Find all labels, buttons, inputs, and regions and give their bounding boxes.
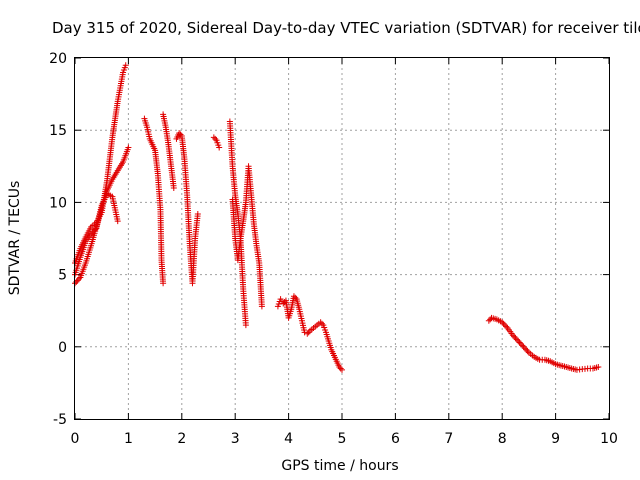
grid-lines [75, 58, 609, 419]
data-point [122, 62, 129, 69]
data-point [523, 346, 530, 353]
data-point [337, 365, 344, 372]
data-point [160, 280, 167, 287]
data-point [516, 339, 523, 346]
data-points [72, 62, 602, 373]
data-point [125, 144, 132, 151]
x-tick-label: 9 [551, 431, 560, 447]
data-point [485, 317, 492, 324]
x-tick-label: 3 [231, 431, 240, 447]
data-point [499, 319, 506, 326]
data-point [305, 329, 312, 336]
data-point [513, 336, 520, 343]
series-arc-7 [274, 293, 345, 373]
series-arc-1 [141, 115, 167, 287]
data-point [339, 366, 345, 373]
data-point [317, 319, 324, 326]
y-tick-label: -5 [53, 412, 67, 428]
x-tick-label: 4 [284, 431, 293, 447]
data-point [90, 228, 97, 235]
y-tick-label: 20 [49, 51, 67, 67]
y-axis-label: SDTVAR / TECUs [7, 181, 23, 296]
data-point [76, 275, 83, 282]
series-arc-4 [210, 134, 223, 151]
data-point [280, 300, 287, 307]
data-point [503, 323, 510, 330]
data-point [170, 184, 177, 191]
x-tick-label: 5 [338, 431, 347, 447]
data-point [318, 320, 325, 327]
data-point [290, 293, 297, 300]
series-rise-c [72, 190, 121, 278]
data-point [509, 332, 516, 339]
data-point [500, 320, 507, 327]
data-point [114, 218, 121, 225]
data-point [515, 338, 522, 345]
x-axis-label: GPS time / hours [281, 458, 398, 474]
chart-title: Day 315 of 2020, Sidereal Day-to-day VTE… [52, 19, 640, 37]
x-tick-label: 0 [71, 431, 80, 447]
y-tick-label: 5 [58, 268, 67, 284]
data-point [194, 210, 201, 217]
series-rise-b [72, 144, 132, 287]
y-tick-label: 15 [49, 123, 67, 139]
series-tail [485, 314, 602, 373]
x-tick-label: 2 [177, 431, 186, 447]
data-point [517, 340, 524, 347]
data-point [304, 330, 311, 337]
series-arc-6 [229, 163, 265, 310]
plot-frame [74, 57, 610, 420]
data-point [521, 345, 528, 352]
series-arc-5 [226, 118, 249, 329]
x-tick-label: 10 [600, 431, 618, 447]
x-tick-label: 7 [444, 431, 453, 447]
data-point [176, 130, 183, 137]
data-point [92, 226, 99, 233]
data-point [501, 322, 508, 329]
data-point [336, 364, 343, 371]
data-point [210, 134, 217, 141]
data-point [74, 277, 81, 284]
x-tick-label: 1 [124, 431, 133, 447]
x-tick-label: 8 [498, 431, 507, 447]
series-arc-3 [173, 130, 201, 287]
data-point [511, 333, 518, 340]
data-point [177, 131, 184, 138]
data-point [89, 229, 96, 236]
data-point [258, 303, 265, 310]
data-point [595, 364, 602, 371]
data-point [242, 322, 249, 329]
y-tick-label: 10 [49, 195, 67, 211]
series-arc-2 [160, 111, 177, 191]
data-point [520, 343, 527, 350]
data-point [292, 294, 299, 301]
data-point [524, 348, 531, 355]
x-tick-label: 6 [391, 431, 400, 447]
data-point [512, 335, 519, 342]
data-point [212, 135, 219, 142]
data-point [216, 144, 223, 151]
data-point [519, 342, 526, 349]
data-point [88, 231, 95, 238]
y-tick-label: 0 [58, 340, 67, 356]
